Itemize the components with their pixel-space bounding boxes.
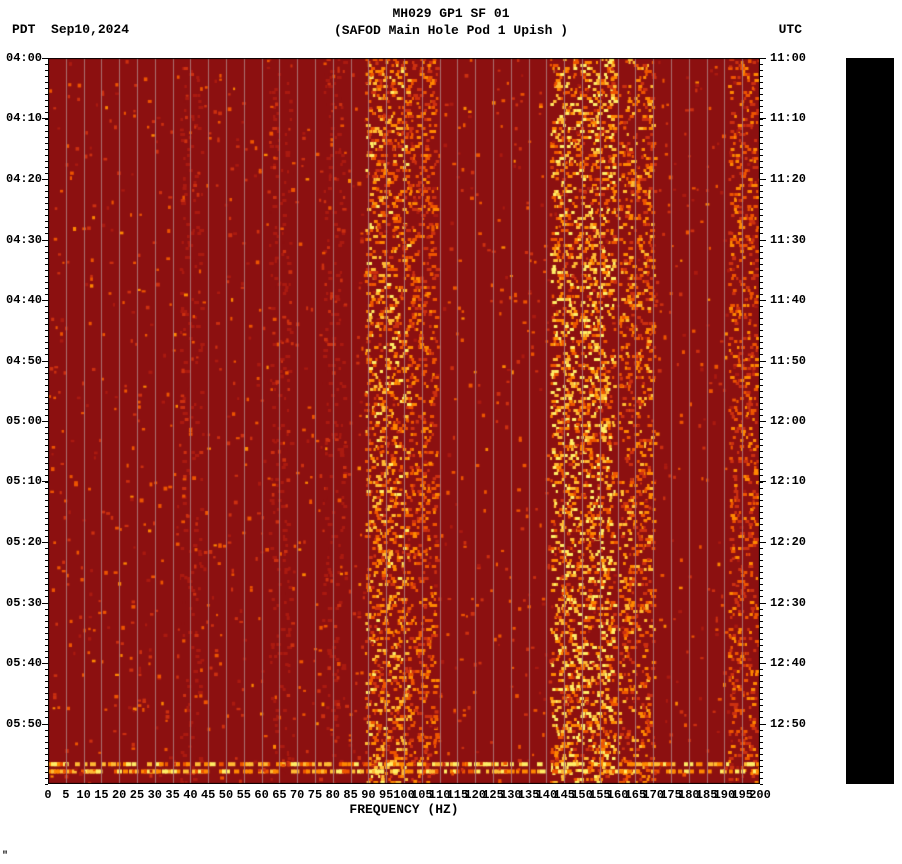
x-tick-label: 5 [62,788,69,802]
footer-mark: " [2,851,8,862]
x-tick-label: 200 [749,788,771,802]
chart-subtitle: (SAFOD Main Hole Pod 1 Upish ) [0,23,902,38]
spectrogram-plot [48,58,760,784]
x-tick-label: 65 [272,788,286,802]
y-left-tick-label: 05:20 [6,535,42,549]
chart-header: MH029 GP1 SF 01 (SAFOD Main Hole Pod 1 U… [0,0,902,38]
x-tick-label: 15 [94,788,108,802]
spectrogram-canvas [48,58,760,784]
x-tick-label: 25 [130,788,144,802]
colorbar [846,58,894,784]
y-left-tick-label: 05:40 [6,656,42,670]
y-left-tick-label: 04:40 [6,293,42,307]
y-right-tick-label: 11:00 [770,51,806,65]
x-tick-label: 0 [44,788,51,802]
y-right-tick-label: 12:30 [770,596,806,610]
x-tick-label: 85 [343,788,357,802]
x-tick-label: 20 [112,788,126,802]
x-tick-label: 30 [148,788,162,802]
x-tick-label: 35 [165,788,179,802]
y-right-tick-label: 12:00 [770,414,806,428]
x-tick-label: 90 [361,788,375,802]
x-tick-label: 75 [308,788,322,802]
y-right-tick-label: 11:30 [770,233,806,247]
y-left-tick-label: 04:30 [6,233,42,247]
x-tick-label: 10 [76,788,90,802]
header-date: Sep10,2024 [51,22,129,37]
y-left-tick-label: 05:00 [6,414,42,428]
y-right-tick-label: 11:10 [770,111,806,125]
x-tick-label: 55 [237,788,251,802]
x-tick-label: 45 [201,788,215,802]
y-right-tick-label: 11:50 [770,354,806,368]
y-left-tick-label: 05:10 [6,474,42,488]
x-tick-label: 60 [254,788,268,802]
x-tick-label: 50 [219,788,233,802]
y-left-tick-label: 04:10 [6,111,42,125]
x-axis-label: FREQUENCY (HZ) [304,802,504,817]
x-tick-label: 40 [183,788,197,802]
x-tick-label: 70 [290,788,304,802]
y-right-tick-label: 12:40 [770,656,806,670]
left-timezone: PDT [12,22,35,37]
chart-title: MH029 GP1 SF 01 [0,6,902,21]
y-left-tick-label: 05:30 [6,596,42,610]
y-left-tick-label: 04:00 [6,51,42,65]
x-tick-label: 95 [379,788,393,802]
y-left-tick-label: 05:50 [6,717,42,731]
y-right-tick-label: 12:50 [770,717,806,731]
header-left-label: PDT Sep10,2024 [12,22,129,37]
y-left-tick-label: 04:20 [6,172,42,186]
x-tick-label: 80 [326,788,340,802]
y-right-tick-label: 12:20 [770,535,806,549]
y-right-tick-label: 11:40 [770,293,806,307]
right-timezone: UTC [779,22,802,37]
y-left-tick-label: 04:50 [6,354,42,368]
y-right-tick-label: 11:20 [770,172,806,186]
y-right-tick-label: 12:10 [770,474,806,488]
